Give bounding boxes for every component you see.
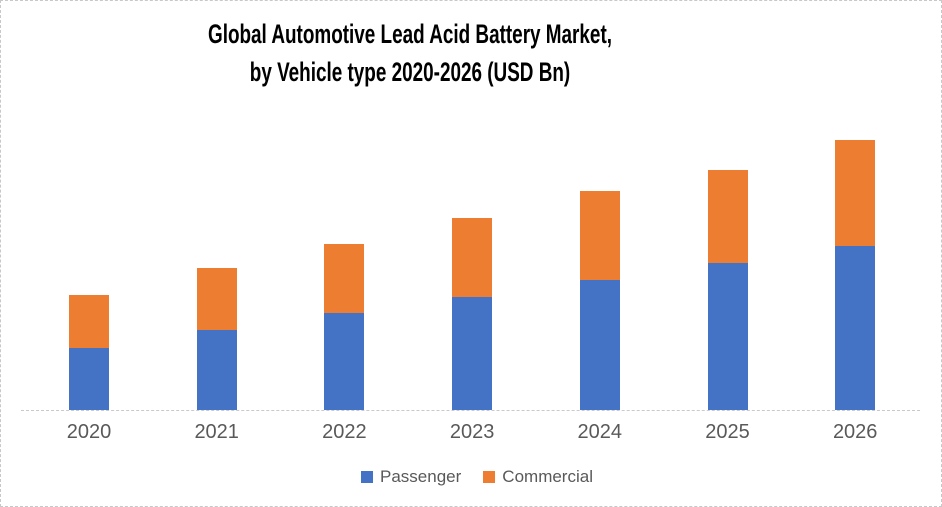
- bar-2023-commercial: [452, 218, 493, 297]
- bar-2026-commercial: [835, 140, 876, 246]
- plot-area: [21, 1, 920, 411]
- legend-label-passenger: Passenger: [380, 467, 462, 486]
- bar-2025-commercial: [707, 170, 748, 263]
- bar-2024-passenger: [579, 280, 620, 410]
- bar-2024-commercial: [579, 191, 620, 280]
- legend-item-passenger: Passenger: [361, 466, 461, 488]
- bar-2022-passenger: [324, 313, 365, 410]
- bar-2020-commercial: [69, 295, 109, 348]
- x-label-2023: 2023: [449, 421, 495, 443]
- bar-2026-passenger: [835, 246, 876, 410]
- bar-2022-commercial: [324, 244, 365, 313]
- x-label-2021: 2021: [194, 421, 239, 443]
- bar-2023-passenger: [452, 297, 493, 410]
- chart-title: Global Automotive Lead Acid Battery Mark…: [208, 15, 612, 91]
- x-label-2024: 2024: [577, 421, 623, 443]
- x-label-2026: 2026: [832, 421, 878, 443]
- x-label-2025: 2025: [705, 421, 750, 443]
- x-axis: 2020 2021 2022 2023 2024 2025 2026: [21, 420, 920, 446]
- x-label-2022: 2022: [322, 421, 367, 443]
- bar-2021-passenger: [196, 330, 237, 410]
- legend-swatch-commercial-icon: [483, 471, 496, 483]
- chart-title-line-2: by Vehicle type 2020-2026 (USD Bn): [249, 57, 571, 87]
- legend-item-commercial: Commercial: [483, 466, 593, 488]
- legend-swatch-passenger-icon: [361, 471, 374, 483]
- legend: Passenger Commercial: [361, 466, 593, 488]
- legend-label-commercial: Commercial: [502, 467, 593, 486]
- chart-title-line-1: Global Automotive Lead Acid Battery Mark…: [208, 19, 612, 49]
- bar-2021-commercial: [196, 268, 237, 330]
- x-label-2020: 2020: [66, 421, 112, 443]
- bar-2020-passenger: [69, 348, 109, 410]
- bar-2025-passenger: [707, 263, 748, 410]
